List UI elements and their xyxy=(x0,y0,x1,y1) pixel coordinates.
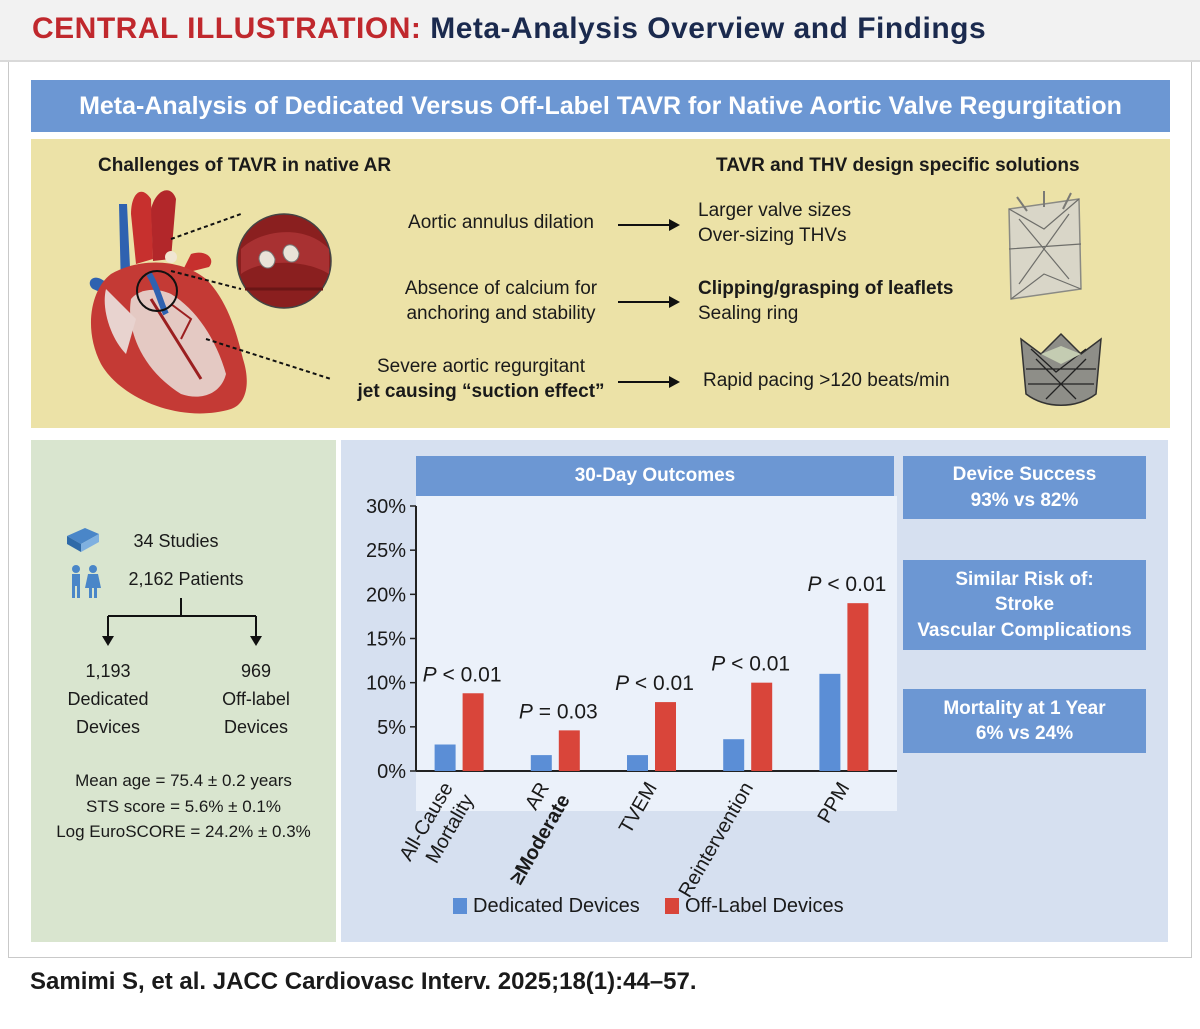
studies-count: 34 Studies xyxy=(133,531,219,551)
p-value-label: P < 0.01 xyxy=(807,573,886,596)
challenge-row-3: Severe aortic regurgitant jet causing “s… xyxy=(331,355,631,404)
chart-title: 30-Day Outcomes xyxy=(416,456,894,496)
offlabel-label-line-1: Off-label xyxy=(222,688,290,709)
outcomes-bar-chart: 0% 5% 10% 15% 20% 25% 30% P < 0.01 All-CauseMort… xyxy=(366,496,897,917)
challenge-3-line-2: jet causing “suction effect” xyxy=(357,380,605,402)
solution-row-2: Clipping/grasping of leaflets Sealing ri… xyxy=(698,277,953,326)
challenge-2-line-2: anchoring and stability xyxy=(406,302,596,324)
demographics-panel: 34 Studies 2,162 Patients 1,193 Dedicate… xyxy=(31,440,336,942)
similar-risk-label: Similar Risk of: xyxy=(955,569,1094,591)
solution-2-line-2: Sealing ring xyxy=(698,302,799,324)
legend-swatch-offlabel xyxy=(665,898,679,914)
mortality-value: 6% vs 24% xyxy=(975,723,1074,744)
solution-3-line-1: Rapid pacing >120 beats/min xyxy=(703,370,950,391)
solutions-heading: TAVR and THV design specific solutions xyxy=(716,155,1080,176)
dedicated-group: 1,193 Dedicated Devices xyxy=(53,658,163,742)
x-category-label: Reintervention xyxy=(674,779,758,902)
valve-device-1-image xyxy=(1008,191,1082,300)
y-tick-label: 0% xyxy=(377,761,406,783)
offlabel-label-line-2: Devices xyxy=(223,716,289,737)
offlabel-count: 969 xyxy=(240,661,272,681)
dedicated-count: 1,193 xyxy=(85,661,131,681)
bar-offlabel xyxy=(847,603,869,771)
illustration-frame xyxy=(8,62,1192,958)
p-value-label: P < 0.01 xyxy=(615,672,694,695)
mortality-box: Mortality at 1 Year 6% vs 24% xyxy=(903,689,1146,753)
sts-score: STS score = 5.6% ± 0.1% xyxy=(85,796,281,816)
outcomes-panel: 30-Day Outcomes 0% 5% 10% 15% 20% 25% 30% P < 0… xyxy=(341,440,1168,942)
challenge-row-2: Absence of calcium for anchoring and sta… xyxy=(351,277,651,326)
solution-1-line-1: Larger valve sizes xyxy=(698,200,852,221)
x-category-label: All-CauseMortality xyxy=(395,779,478,877)
header-title: Meta-Analysis Overview and Findings xyxy=(430,12,987,45)
bar-offlabel xyxy=(558,730,580,771)
y-tick-label: 20% xyxy=(366,584,406,606)
solution-row-3: Rapid pacing >120 beats/min xyxy=(703,369,950,394)
bar-offlabel xyxy=(655,702,676,771)
patients-count: 2,162 Patients xyxy=(128,569,244,589)
device-success-value: 93% vs 82% xyxy=(970,489,1079,511)
y-tick-label: 15% xyxy=(366,629,406,651)
offlabel-group: 969 Off-label Devices xyxy=(201,658,311,742)
arrow-3 xyxy=(618,376,680,388)
bar-dedicated xyxy=(530,755,552,771)
y-tick-label: 30% xyxy=(366,496,406,518)
x-category-label: AR≥Moderate xyxy=(485,779,575,889)
people-icon xyxy=(72,565,101,598)
similar-risk-box: Similar Risk of: Stroke Vascular Complic… xyxy=(903,560,1146,650)
header-bar: CENTRAL ILLUSTRATION: Meta-Analysis Over… xyxy=(0,0,1200,62)
similar-risk-item-2: Vascular Complications xyxy=(917,619,1132,641)
x-category-label: PPM xyxy=(814,779,855,828)
euroscore: Log EuroSCORE = 24.2% ± 0.3% xyxy=(56,822,311,841)
device-success-box: Device Success 93% vs 82% xyxy=(903,456,1146,519)
solution-row-1: Larger valve sizes Over-sizing THVs xyxy=(698,199,851,248)
bar-dedicated xyxy=(627,755,648,771)
p-value-label: P = 0.03 xyxy=(519,700,598,723)
y-tick-label: 5% xyxy=(377,717,406,739)
bar-dedicated xyxy=(434,744,456,771)
solution-1-line-2: Over-sizing THVs xyxy=(698,224,847,246)
y-tick-label: 25% xyxy=(366,540,406,562)
bar-dedicated xyxy=(723,739,745,771)
split-arrows xyxy=(102,598,262,646)
challenge-1-line-1: Aortic annulus dilation xyxy=(408,212,594,233)
bar-offlabel xyxy=(751,682,773,771)
challenges-panel: Challenges of TAVR in native AR TAVR and… xyxy=(31,139,1170,428)
mean-age: Mean age = 75.4 ± 0.2 years xyxy=(75,771,292,790)
citation: Samimi S, et al. JACC Cardiovasc Interv.… xyxy=(30,968,697,995)
y-tick-label: 10% xyxy=(366,673,406,695)
dedicated-label-line-1: Dedicated xyxy=(67,688,149,709)
device-success-label: Device Success xyxy=(952,464,1097,486)
mortality-label: Mortality at 1 Year xyxy=(943,697,1106,719)
solution-2-line-1: Clipping/grasping of leaflets xyxy=(698,278,954,299)
legend-label-offlabel: Off-Label Devices xyxy=(685,895,844,917)
legend-label-dedicated: Dedicated Devices xyxy=(473,895,640,917)
challenge-2-line-1: Absence of calcium for xyxy=(404,278,598,299)
bar-dedicated xyxy=(819,673,841,771)
header: CENTRAL ILLUSTRATION: Meta-Analysis Over… xyxy=(32,12,986,46)
challenges-heading: Challenges of TAVR in native AR xyxy=(98,155,392,176)
x-category-label: TVEM xyxy=(615,779,662,838)
book-icon xyxy=(67,528,99,552)
similar-risk-item-1: Stroke xyxy=(994,594,1055,616)
challenge-3-line-1: Severe aortic regurgitant xyxy=(376,356,586,377)
arrow-1 xyxy=(618,219,680,231)
p-value-label: P < 0.01 xyxy=(423,663,502,686)
baseline-stats: Mean age = 75.4 ± 0.2 years STS score = … xyxy=(31,768,336,845)
p-value-label: P < 0.01 xyxy=(711,653,790,676)
legend-swatch-dedicated xyxy=(453,898,467,914)
heart-illustration xyxy=(89,190,332,414)
dedicated-label-line-2: Devices xyxy=(75,716,141,737)
valve-device-2-image xyxy=(1020,332,1102,406)
banner-title: Meta-Analysis of Dedicated Versus Off-La… xyxy=(31,80,1170,132)
bar-offlabel xyxy=(462,693,484,771)
challenge-row-1: Aortic annulus dilation xyxy=(351,211,651,236)
arrow-2 xyxy=(618,296,680,308)
header-label: CENTRAL ILLUSTRATION: xyxy=(32,12,422,45)
